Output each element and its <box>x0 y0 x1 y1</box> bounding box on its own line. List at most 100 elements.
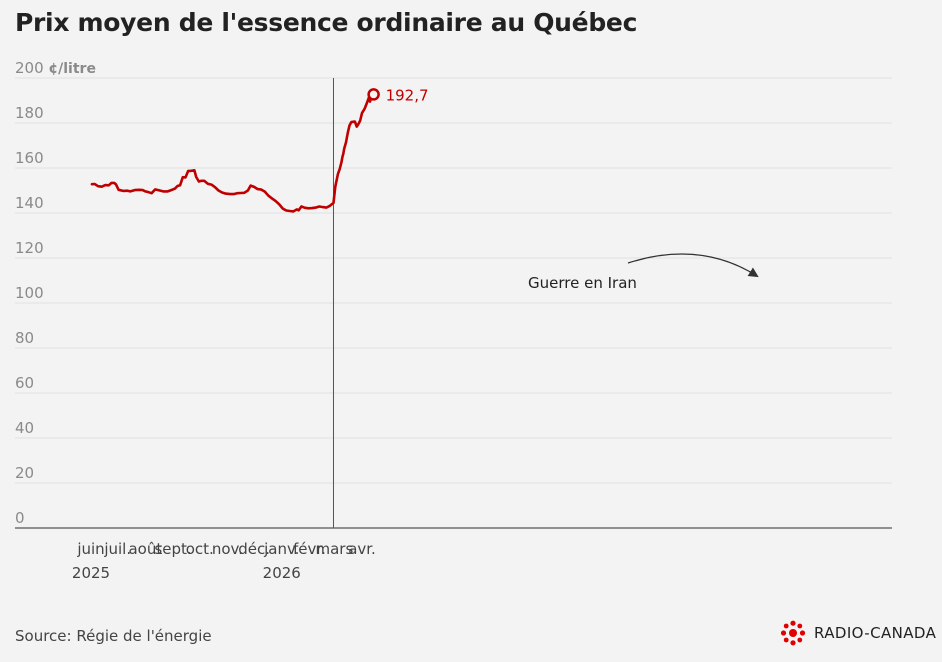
data-point <box>341 156 343 158</box>
data-point <box>214 186 216 188</box>
data-point <box>115 183 117 185</box>
data-point <box>348 124 350 126</box>
data-point <box>282 207 284 209</box>
data-point <box>271 197 273 199</box>
end-point-marker <box>367 88 380 101</box>
data-point <box>322 206 324 208</box>
x-tick-label: janv. <box>263 540 299 558</box>
x-tick-year: 2026 <box>263 564 301 582</box>
data-point <box>198 180 200 182</box>
data-point <box>339 168 341 170</box>
annotation-label: Guerre en Iran <box>528 274 637 292</box>
data-point <box>361 112 363 114</box>
data-point <box>274 200 276 202</box>
y-tick-label: 140 <box>15 194 44 212</box>
data-point <box>104 184 106 186</box>
data-point <box>300 205 302 207</box>
gridlines <box>15 77 892 529</box>
data-point <box>210 183 212 185</box>
data-point <box>200 180 202 182</box>
data-point <box>176 185 178 187</box>
data-point <box>278 203 280 205</box>
data-point <box>232 193 234 195</box>
x-tick-year: 2025 <box>72 564 110 582</box>
data-point <box>285 209 287 211</box>
y-axis-labels: 0 20 40 60 80 100 120 140 160 180 200 ¢/litre <box>15 59 96 527</box>
x-tick-label: oct. <box>186 540 214 558</box>
data-point <box>195 176 197 178</box>
annotation-arrow <box>627 253 759 278</box>
data-point <box>134 189 136 191</box>
data-point <box>117 189 119 191</box>
gem-icon <box>780 620 806 646</box>
data-point <box>129 190 131 192</box>
source-note: Source: Régie de l'énergie <box>15 627 212 645</box>
x-tick-label: nov. <box>212 540 243 558</box>
annotation-group: Guerre en Iran <box>332 78 759 528</box>
data-point <box>289 210 291 212</box>
y-tick-label: 40 <box>15 419 34 437</box>
data-point <box>354 120 356 122</box>
data-point <box>97 185 99 187</box>
y-unit-label: ¢/litre <box>48 61 96 77</box>
data-point <box>108 184 110 186</box>
data-point <box>247 189 249 191</box>
radio-canada-logo[interactable]: RADIO-CANADA <box>778 620 936 646</box>
data-point <box>257 188 259 190</box>
data-point <box>221 191 223 193</box>
data-point <box>332 202 334 204</box>
y-tick-label: 100 <box>15 284 44 302</box>
data-point <box>187 170 189 172</box>
data-point <box>229 193 231 195</box>
data-point <box>347 132 349 134</box>
y-tick-label: 160 <box>15 149 44 167</box>
y-tick-label: 0 <box>15 509 25 527</box>
data-point <box>91 183 93 185</box>
data-point <box>138 189 140 191</box>
data-point <box>142 189 144 191</box>
x-tick-label: avr. <box>348 540 376 558</box>
data-point <box>93 183 95 185</box>
data-point <box>264 190 266 192</box>
data-point <box>224 192 226 194</box>
data-point <box>267 195 269 197</box>
data-point <box>167 190 169 192</box>
x-tick-label: sept. <box>154 540 191 558</box>
data-point <box>292 210 294 212</box>
data-point <box>318 205 320 207</box>
data-point <box>174 188 176 190</box>
data-point <box>122 190 124 192</box>
data-point <box>357 123 359 125</box>
data-point <box>144 190 146 192</box>
data-point <box>170 189 172 191</box>
brand-name: RADIO-CANADA <box>814 624 937 642</box>
y-tick-label: 200 ¢/litre <box>15 59 96 77</box>
data-point <box>249 184 251 186</box>
data-point <box>184 176 186 178</box>
data-point <box>158 189 160 191</box>
y-tick-label: 20 <box>15 464 34 482</box>
data-point <box>190 170 192 172</box>
data-point <box>236 192 238 194</box>
x-tick-label: juil. <box>103 540 131 558</box>
data-point <box>101 186 103 188</box>
data-point <box>203 180 205 182</box>
data-point <box>304 207 306 209</box>
data-point <box>356 125 358 127</box>
x-tick-label: juin <box>76 540 104 558</box>
data-point <box>110 182 112 184</box>
data-point <box>337 173 339 175</box>
x-tick-label: mars <box>315 540 353 558</box>
series-group: 192,7 <box>90 86 429 213</box>
data-point <box>329 205 331 207</box>
data-point <box>366 100 368 102</box>
data-point <box>307 207 309 209</box>
data-point <box>207 183 209 185</box>
line-chart: 0 20 40 60 80 100 120 140 160 180 200 ¢/litre juin… <box>15 59 892 582</box>
data-point <box>334 186 336 188</box>
data-point <box>340 161 342 163</box>
data-point <box>179 184 181 186</box>
y-tick-label: 60 <box>15 374 34 392</box>
data-point <box>243 192 245 194</box>
